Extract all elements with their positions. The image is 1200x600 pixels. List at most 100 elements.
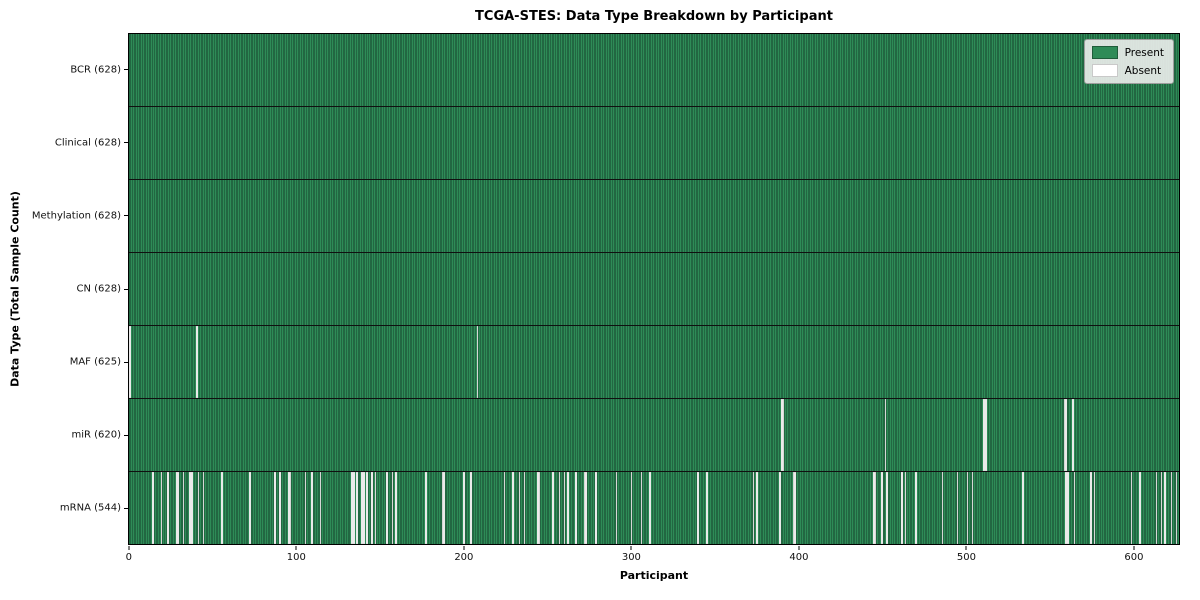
- absent-stripe: [356, 472, 359, 544]
- absent-stripe: [167, 472, 170, 544]
- absent-stripe: [371, 472, 374, 544]
- absent-stripe: [394, 472, 397, 544]
- absent-stripe: [781, 399, 783, 471]
- absent-stripe: [518, 472, 521, 544]
- heatmap-row-cn: [129, 252, 1179, 325]
- absent-stripe: [752, 472, 755, 544]
- absent-stripe: [1163, 472, 1166, 544]
- absent-stripe: [386, 472, 389, 544]
- absent-stripe: [511, 472, 514, 544]
- absent-stripe: [175, 472, 178, 544]
- legend-item-present: Present: [1091, 46, 1164, 59]
- absent-stripe: [1130, 472, 1133, 544]
- absent-stripe: [792, 472, 795, 544]
- absent-stripe: [1066, 472, 1069, 544]
- y-tick-label-maf: MAF (625): [69, 356, 121, 368]
- absent-stripe: [1170, 472, 1173, 544]
- absent-stripe: [914, 472, 917, 544]
- x-axis-label: Participant: [619, 569, 689, 582]
- absent-stripe: [160, 472, 163, 544]
- absent-stripe: [202, 472, 205, 544]
- absent-stripe: [1065, 472, 1067, 544]
- absent-stripe: [1138, 472, 1141, 544]
- absent-stripe: [366, 472, 369, 544]
- absent-stripe: [971, 472, 974, 544]
- absent-stripe: [311, 472, 313, 544]
- absent-stripe: [640, 472, 643, 544]
- absent-stripe: [177, 472, 180, 544]
- absent-stripe: [1160, 472, 1163, 544]
- absent-stripe: [363, 472, 365, 544]
- absent-stripe: [1063, 399, 1066, 471]
- absent-stripe: [552, 472, 554, 544]
- x-tick-mark: [965, 546, 967, 550]
- legend-label-present: Present: [1124, 46, 1164, 59]
- legend-item-absent: Absent: [1091, 64, 1164, 77]
- x-tick-mark: [630, 546, 632, 550]
- absent-stripe: [886, 472, 889, 544]
- absent-stripe: [901, 472, 904, 544]
- x-tick-label: 400: [789, 552, 809, 563]
- absent-stripe: [1155, 472, 1158, 544]
- absent-stripe: [794, 472, 797, 544]
- x-tick-label: 600: [1124, 552, 1144, 563]
- absent-stripe: [884, 399, 887, 471]
- x-tick-label: 300: [621, 552, 641, 563]
- chart-title: TCGA-STES: Data Type Breakdown by Partic…: [475, 9, 833, 24]
- absent-stripe: [630, 472, 633, 544]
- absent-stripe: [873, 472, 875, 544]
- heatmap-row-clinical: [129, 106, 1179, 179]
- absent-stripe: [351, 472, 354, 544]
- absent-stripe: [567, 472, 569, 544]
- absent-stripe: [983, 399, 986, 471]
- absent-stripe: [881, 472, 884, 544]
- y-tick-label-methylation: Methylation (628): [31, 210, 121, 222]
- y-tick-mark: [124, 507, 128, 509]
- y-tick-label-mrna: mRNA (544): [59, 502, 121, 514]
- absent-stripe: [470, 472, 472, 544]
- absent-stripe: [189, 472, 191, 544]
- legend-swatch-absent: [1091, 64, 1118, 77]
- legend-swatch-present: [1091, 46, 1118, 59]
- absent-stripe: [583, 472, 586, 544]
- absent-stripe: [1065, 399, 1067, 471]
- absent-stripe: [648, 472, 651, 544]
- absent-stripe: [424, 472, 427, 544]
- absent-stripe: [874, 472, 877, 544]
- absent-stripe: [197, 472, 200, 544]
- absent-stripe: [152, 472, 155, 544]
- heatmap-row-mrna: [129, 471, 1179, 544]
- absent-stripe: [966, 472, 969, 544]
- absent-stripe: [558, 472, 561, 544]
- x-tick-mark: [295, 546, 297, 550]
- heatmap-row-bcr: [129, 34, 1179, 106]
- absent-stripe: [536, 472, 539, 544]
- absent-stripe: [779, 472, 782, 544]
- absent-stripe: [289, 472, 292, 544]
- y-tick-label-cn: CN (628): [76, 283, 121, 295]
- absent-stripe: [274, 472, 277, 544]
- x-tick-mark: [1133, 546, 1135, 550]
- x-tick-labels: 0 100 200 300 400 500 600: [125, 545, 1180, 569]
- absent-stripe: [279, 472, 282, 544]
- absent-stripe: [190, 472, 193, 544]
- absent-stripe: [1073, 472, 1076, 544]
- x-tick-mark: [463, 546, 465, 550]
- absent-stripe: [443, 472, 446, 544]
- absent-stripe: [1090, 472, 1093, 544]
- absent-stripe: [956, 472, 959, 544]
- absent-stripe: [391, 472, 394, 544]
- heatmap-row-mir: [129, 398, 1179, 471]
- y-tick-labels: BCR (628) Clinical (628) Methylation (628)…: [0, 33, 121, 545]
- absent-stripe: [129, 326, 131, 398]
- absent-stripe: [249, 472, 252, 544]
- y-tick-label-bcr: BCR (628): [70, 64, 121, 76]
- absent-stripe: [705, 472, 708, 544]
- absent-stripe: [782, 399, 785, 471]
- absent-stripe: [319, 472, 322, 544]
- absent-stripe: [304, 472, 307, 544]
- absent-stripe: [575, 472, 578, 544]
- x-tick-label: 0: [125, 552, 133, 563]
- x-tick-mark: [798, 546, 800, 550]
- absent-stripe: [374, 472, 377, 544]
